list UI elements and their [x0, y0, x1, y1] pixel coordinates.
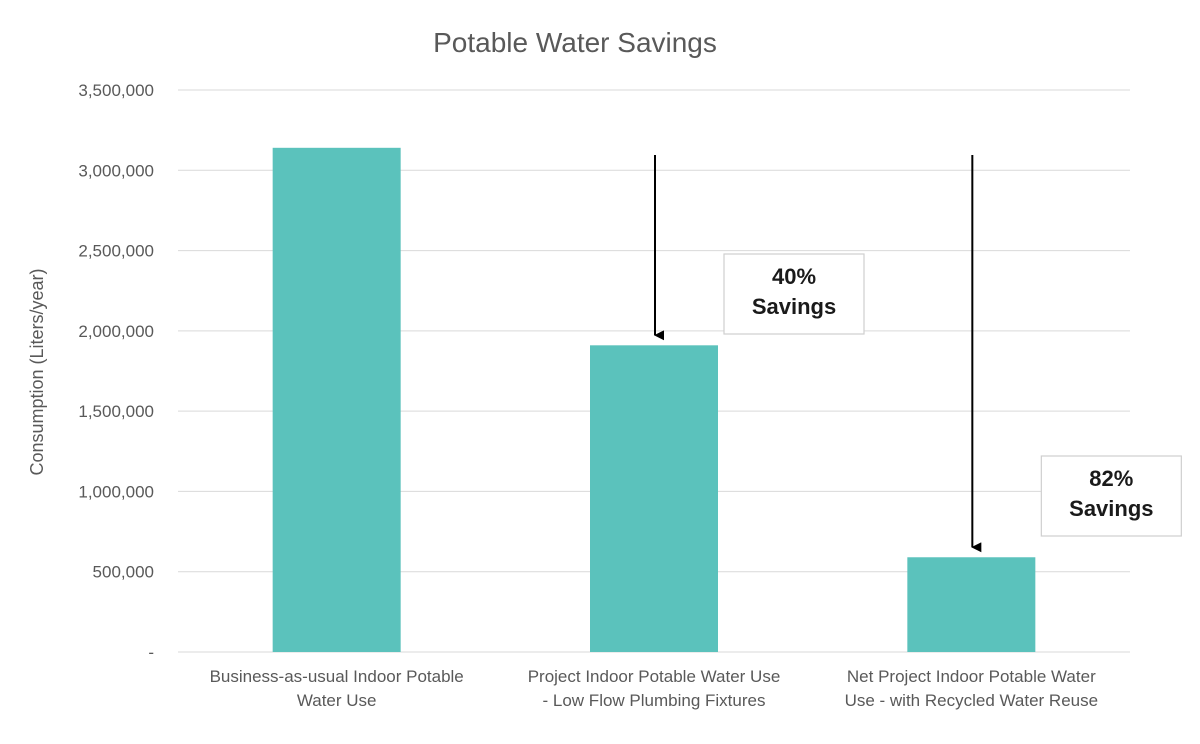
y-axis-ticks: - 500,000 1,000,000 1,500,000 2,000,000 2,500… — [78, 81, 154, 662]
y-axis-label: Consumption (Liters/year) — [27, 268, 47, 475]
y-tick-label: 1,000,000 — [78, 482, 154, 501]
bar — [272, 147, 401, 652]
bar — [907, 557, 1036, 652]
y-tick-label: 2,000,000 — [78, 322, 154, 341]
y-tick-label: 2,500,000 — [78, 242, 154, 261]
bars — [272, 147, 1036, 652]
x-tick-label: Net Project Indoor Potable Water Use - wi… — [845, 667, 1099, 710]
savings-callout-text: 40% — [772, 264, 816, 289]
y-tick-label: 3,000,000 — [78, 161, 154, 180]
y-tick-label: - — [148, 643, 154, 662]
x-tick-label: Project Indoor Potable Water Use - Low Fl… — [528, 667, 781, 710]
savings-callout-text: 82% — [1089, 466, 1133, 491]
bar — [590, 345, 718, 652]
x-tick-label: Business-as-usual Indoor Potable Water Us… — [210, 667, 464, 710]
savings-callout-box — [723, 253, 865, 335]
y-tick-label: 1,500,000 — [78, 402, 154, 421]
savings-callout: 82% Savings — [1040, 455, 1182, 537]
savings-callout: 40% Savings — [723, 253, 865, 335]
chart-title: Potable Water Savings — [433, 27, 717, 58]
x-axis-ticks: Business-as-usual Indoor Potable Water Us… — [210, 667, 1099, 710]
annotations: 40% Savings 82% Savings — [654, 155, 1182, 553]
savings-callout-text: Savings — [1069, 496, 1153, 521]
y-tick-label: 3,500,000 — [78, 81, 154, 100]
savings-callout-text: Savings — [752, 294, 836, 319]
y-tick-label: 500,000 — [93, 563, 154, 582]
savings-callout-box — [1040, 455, 1182, 537]
